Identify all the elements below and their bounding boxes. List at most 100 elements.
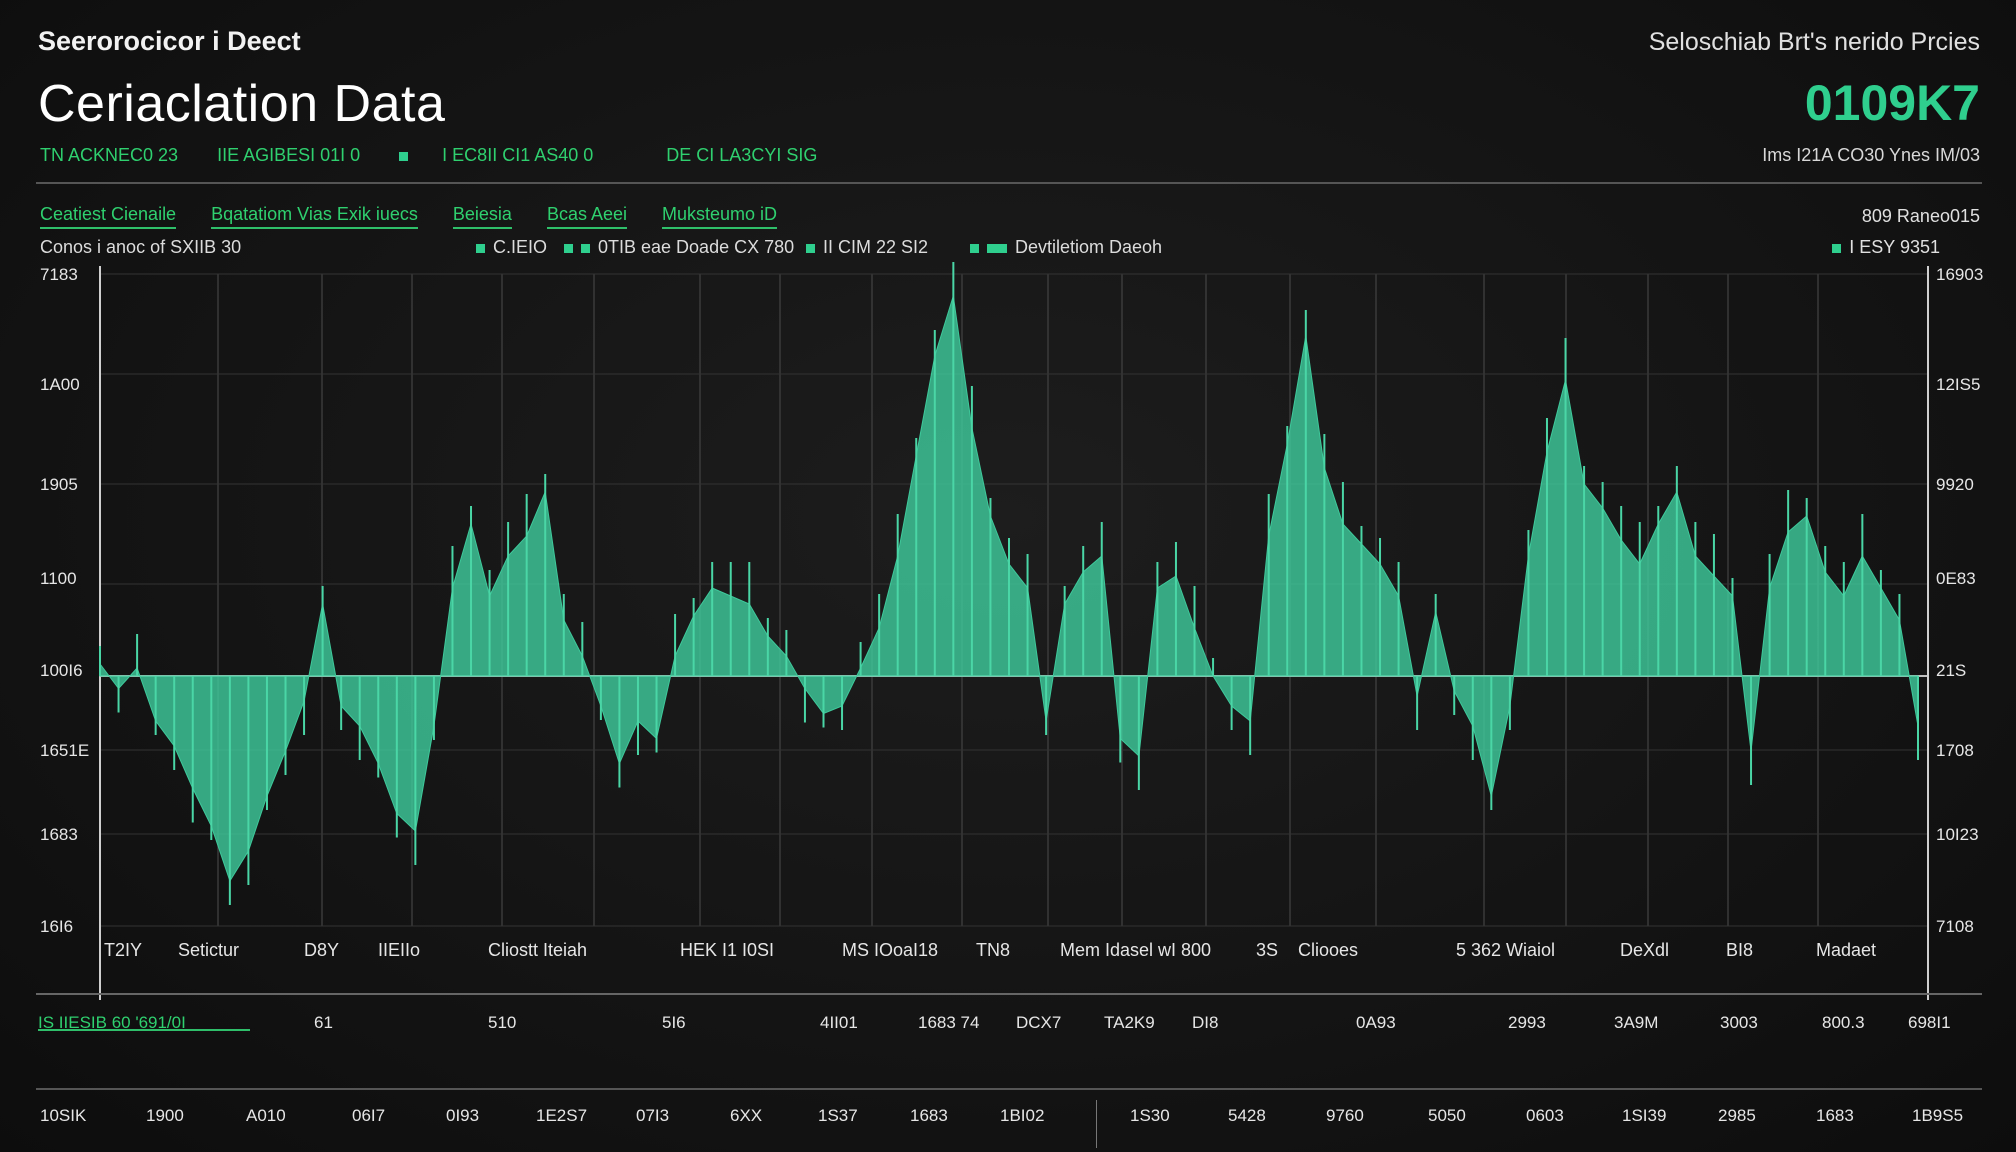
x-band-label: 5 362 Wiaiol <box>1456 940 1555 960</box>
page-title: Ceriaclation Data <box>38 75 446 133</box>
right-subtitle: Ims I21A CO30 Ynes IM/03 <box>1762 145 1980 165</box>
x-band-label: 3S <box>1256 940 1278 960</box>
y-tick-label-right: 1708 <box>1936 741 1974 760</box>
right-title: Seloschiab Brt's nerido Prcies <box>1648 28 1980 56</box>
x-band-label: HEK I1 I0SI <box>680 940 774 960</box>
footer-label: 06I7 <box>352 1106 386 1125</box>
footer-label: 0603 <box>1526 1106 1564 1125</box>
square-icon <box>564 243 573 253</box>
footer-label: 10SIK <box>40 1106 87 1125</box>
y-tick-label-left: 1905 <box>40 475 78 494</box>
subtitle-row: TN ACKNEC0 23 IIE AGIBESI 01I 0 I EC8II … <box>40 145 851 166</box>
square-icon <box>399 151 409 161</box>
x-tick-label: 5I6 <box>662 1013 686 1032</box>
x-band-label: TN8 <box>976 940 1010 960</box>
footer-separator <box>1096 1100 1097 1148</box>
y-tick-label-left: 100I6 <box>40 661 83 680</box>
subtitle-item: IIE AGIBESI 01I 0 <box>217 145 361 165</box>
y-tick-label-right: 16903 <box>1936 265 1983 284</box>
y-tick-label-right: 12IS5 <box>1936 375 1980 394</box>
x-tick-label: 800.3 <box>1822 1013 1865 1032</box>
y-tick-label-left: 1100 <box>40 569 77 588</box>
footer-label: 5050 <box>1428 1106 1466 1125</box>
legend-link[interactable]: Beiesia <box>452 204 512 229</box>
footer-row: 10SIK 1900 A010 06I7 0I93 1E2S7 07I3 6XX 1S37 168… <box>0 1106 2016 1136</box>
subtitle-item: TN ACKNEC0 23 <box>40 145 179 165</box>
x-tick-label: TA2K9 <box>1104 1013 1155 1032</box>
y-tick-label-right: 7108 <box>1936 917 1974 936</box>
footer-label: 1SI39 <box>1622 1106 1667 1125</box>
footer-label: 1683 <box>1816 1106 1854 1125</box>
square-icon <box>581 243 590 253</box>
footer-label: 1B9S5 <box>1912 1106 1964 1125</box>
y-tick-label-left: 1651E <box>40 741 89 760</box>
x-band-label: D8Y <box>304 940 339 960</box>
x-band-label: MS IOoaI18 <box>842 940 938 960</box>
legend-series-item: II CIM 22 SI2 <box>806 237 928 258</box>
x-tick-label: 510 <box>488 1013 516 1032</box>
footer-label: 5428 <box>1228 1106 1266 1125</box>
footer-label: 9760 <box>1326 1106 1364 1125</box>
subtitle-item: I EC8II CI1 AS40 0 <box>399 145 627 165</box>
x-tick-label: 3A9M <box>1614 1013 1658 1032</box>
footer-label: A010 <box>246 1106 286 1125</box>
legend-series-item: Devtiletiom Daeoh <box>970 237 1162 258</box>
x-band-label: DeXdl <box>1620 940 1669 960</box>
y-tick-label-right: 9920 <box>1936 475 1974 494</box>
x-tick-label: IS IIESIB 60 '691/0I <box>38 1013 186 1032</box>
x-tick-label: 3003 <box>1720 1013 1758 1032</box>
y-tick-label-right: 10I23 <box>1936 825 1979 844</box>
x-tick-label: 2993 <box>1508 1013 1546 1032</box>
header-divider <box>36 182 1982 184</box>
y-tick-label-left: 1A00 <box>40 375 80 394</box>
footer-label: 1S37 <box>818 1106 858 1125</box>
y-tick-label-left: 16I6 <box>40 917 73 936</box>
legend-series-item: C.IEIO <box>476 237 547 258</box>
x-band-label: Cliooes <box>1298 940 1358 960</box>
footer-divider <box>36 1088 1982 1090</box>
x-band-label: T2IY <box>104 940 142 960</box>
footer-label: 1S30 <box>1130 1106 1170 1125</box>
square-icon <box>970 243 979 253</box>
legend-series-row: Conos i anoc of SXIIB 30 C.IEIO 0TIB eae… <box>40 237 1340 261</box>
legend-row-label: Conos i anoc of SXIIB 30 <box>40 237 242 257</box>
footer-label: 2985 <box>1718 1106 1756 1125</box>
x-tick-label: 4II01 <box>820 1013 858 1032</box>
x-band-label: Setictur <box>178 940 239 960</box>
footer-label: 0I93 <box>446 1106 480 1125</box>
footer-label: 1900 <box>146 1106 184 1125</box>
legend-right-label: 809 Raneo015 <box>1861 206 1980 226</box>
y-tick-label-left: 7183 <box>40 265 78 284</box>
x-band-label: IIEIIo <box>378 940 420 960</box>
x-tick-label: 698I1 <box>1908 1013 1951 1032</box>
x-band-label: Madaet <box>1816 940 1876 960</box>
y-tick-label-right: 0E83 <box>1936 569 1976 588</box>
square-icon <box>806 243 815 253</box>
x-tick-label: DCX7 <box>1016 1013 1061 1032</box>
x-tick-label: 1683 74 <box>918 1013 979 1032</box>
x-band-label: Mem Idasel wI 800 <box>1060 940 1211 960</box>
footer-label: 6XX <box>730 1106 763 1125</box>
legend-link[interactable]: Muksteumo iD <box>662 204 778 229</box>
legend-link[interactable]: Ceatiest Cienaile <box>40 204 177 229</box>
x-band-label: Cliostt Iteiah <box>488 940 587 960</box>
legend-link[interactable]: Bqatatiom Vias Exik iuecs <box>211 204 418 229</box>
wide-square-icon <box>987 243 1007 253</box>
dashboard-eyebrow: Seerorocicor i Deect <box>38 26 301 56</box>
y-tick-label-right: 21S <box>1936 661 1966 680</box>
footer-label: 1683 <box>910 1106 948 1125</box>
legend-green-row: Ceatiest Cienaile Bqatatiom Vias Exik iu… <box>40 204 807 229</box>
square-icon <box>1832 243 1842 253</box>
legend-series-item: 0TIB eae Doade CX 780 <box>564 237 794 258</box>
x-band-label: BI8 <box>1726 940 1753 960</box>
x-tick-label: DI8 <box>1192 1013 1218 1032</box>
square-icon <box>476 243 485 253</box>
headline-value: 0109K7 <box>1804 75 1980 131</box>
y-tick-label-left: 1683 <box>40 825 78 844</box>
footer-label: 07I3 <box>636 1106 670 1125</box>
legend-right-item: I ESY 9351 <box>1832 237 1940 258</box>
x-tick-label: 61 <box>314 1013 333 1032</box>
legend-link[interactable]: Bcas Aeei <box>546 204 627 229</box>
x-tick-label: 0A93 <box>1356 1013 1396 1032</box>
